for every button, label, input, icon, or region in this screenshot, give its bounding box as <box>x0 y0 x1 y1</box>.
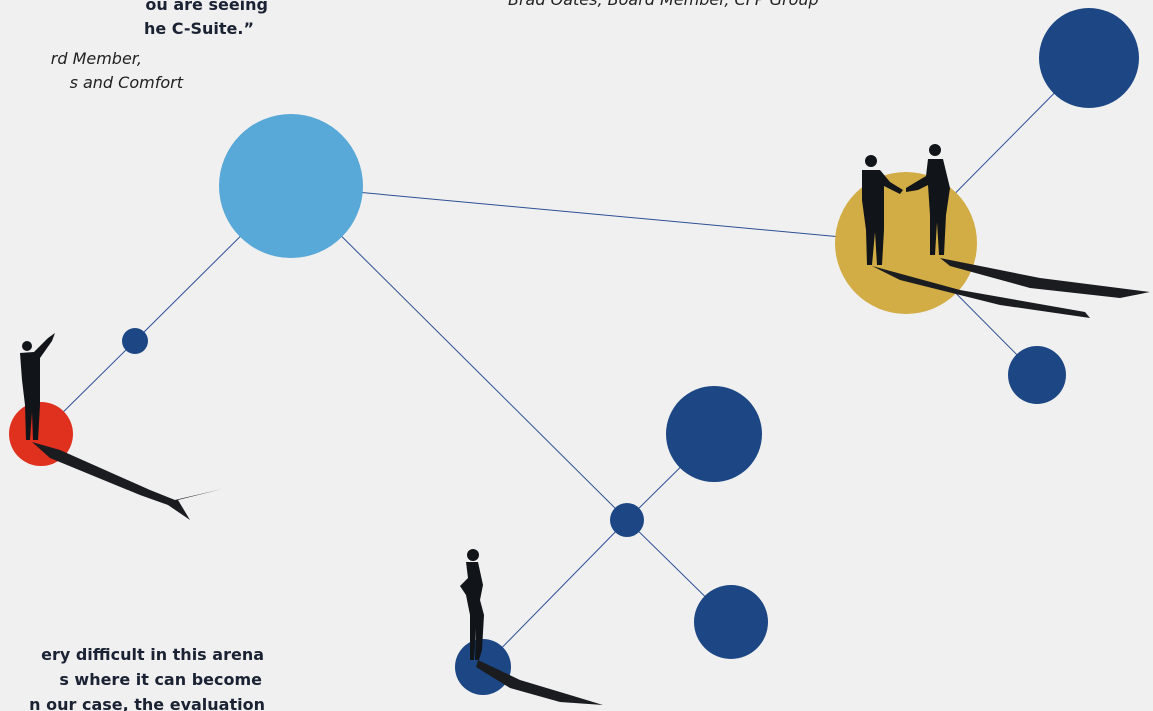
quote-line: n our case, the evaluation <box>29 695 265 711</box>
quote-bottom-left: ery difficult in this arena s where it c… <box>29 645 265 711</box>
quote-attribution: rd Member, <box>51 49 142 68</box>
illustration: ou are seeing he C-Suite.” rd Member, s … <box>0 0 1153 711</box>
node <box>122 328 148 354</box>
quote-line: he C-Suite.” <box>144 19 254 38</box>
quote-line: ou are seeing <box>145 0 268 14</box>
quote-line: s where it can become <box>59 670 262 689</box>
background <box>0 0 1153 711</box>
node <box>1008 346 1066 404</box>
node <box>1039 8 1139 108</box>
node <box>694 585 768 659</box>
quote-line: ery difficult in this arena <box>41 645 264 664</box>
quote-attribution: Brad Oates, Board Member, CFP Group <box>508 0 819 9</box>
quote-attribution: s and Comfort <box>70 73 184 92</box>
node <box>610 503 644 537</box>
node <box>666 386 762 482</box>
node <box>219 114 363 258</box>
